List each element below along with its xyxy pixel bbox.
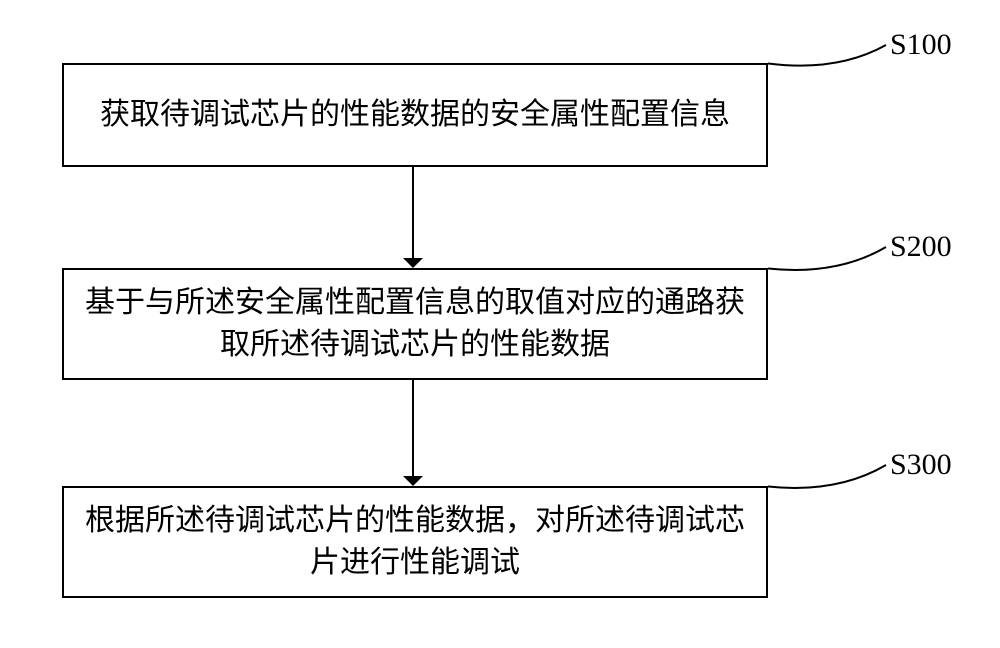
leader-line: [758, 455, 896, 497]
arrow-head-icon: [403, 258, 423, 268]
arrow-line: [412, 380, 414, 476]
leader-line: [758, 35, 896, 74]
flow-node-text: 根据所述待调试芯片的性能数据，对所述待调试芯片进行性能调试: [84, 500, 746, 584]
arrow-line: [412, 167, 414, 258]
step-label-s300: S300: [890, 448, 952, 482]
step-label-text: S200: [890, 230, 952, 263]
flow-node-n3: 根据所述待调试芯片的性能数据，对所述待调试芯片进行性能调试: [62, 486, 768, 598]
flow-node-text: 基于与所述安全属性配置信息的取值对应的通路获取所述待调试芯片的性能数据: [84, 282, 746, 366]
step-label-text: S300: [890, 448, 952, 481]
arrow-head-icon: [403, 476, 423, 486]
step-label-text: S100: [890, 28, 952, 61]
flow-node-text: 获取待调试芯片的性能数据的安全属性配置信息: [100, 94, 730, 136]
step-label-s100: S100: [890, 28, 952, 62]
leader-line: [758, 237, 896, 279]
flow-node-n2: 基于与所述安全属性配置信息的取值对应的通路获取所述待调试芯片的性能数据: [62, 268, 768, 380]
step-label-s200: S200: [890, 230, 952, 264]
flow-node-n1: 获取待调试芯片的性能数据的安全属性配置信息: [62, 63, 768, 167]
